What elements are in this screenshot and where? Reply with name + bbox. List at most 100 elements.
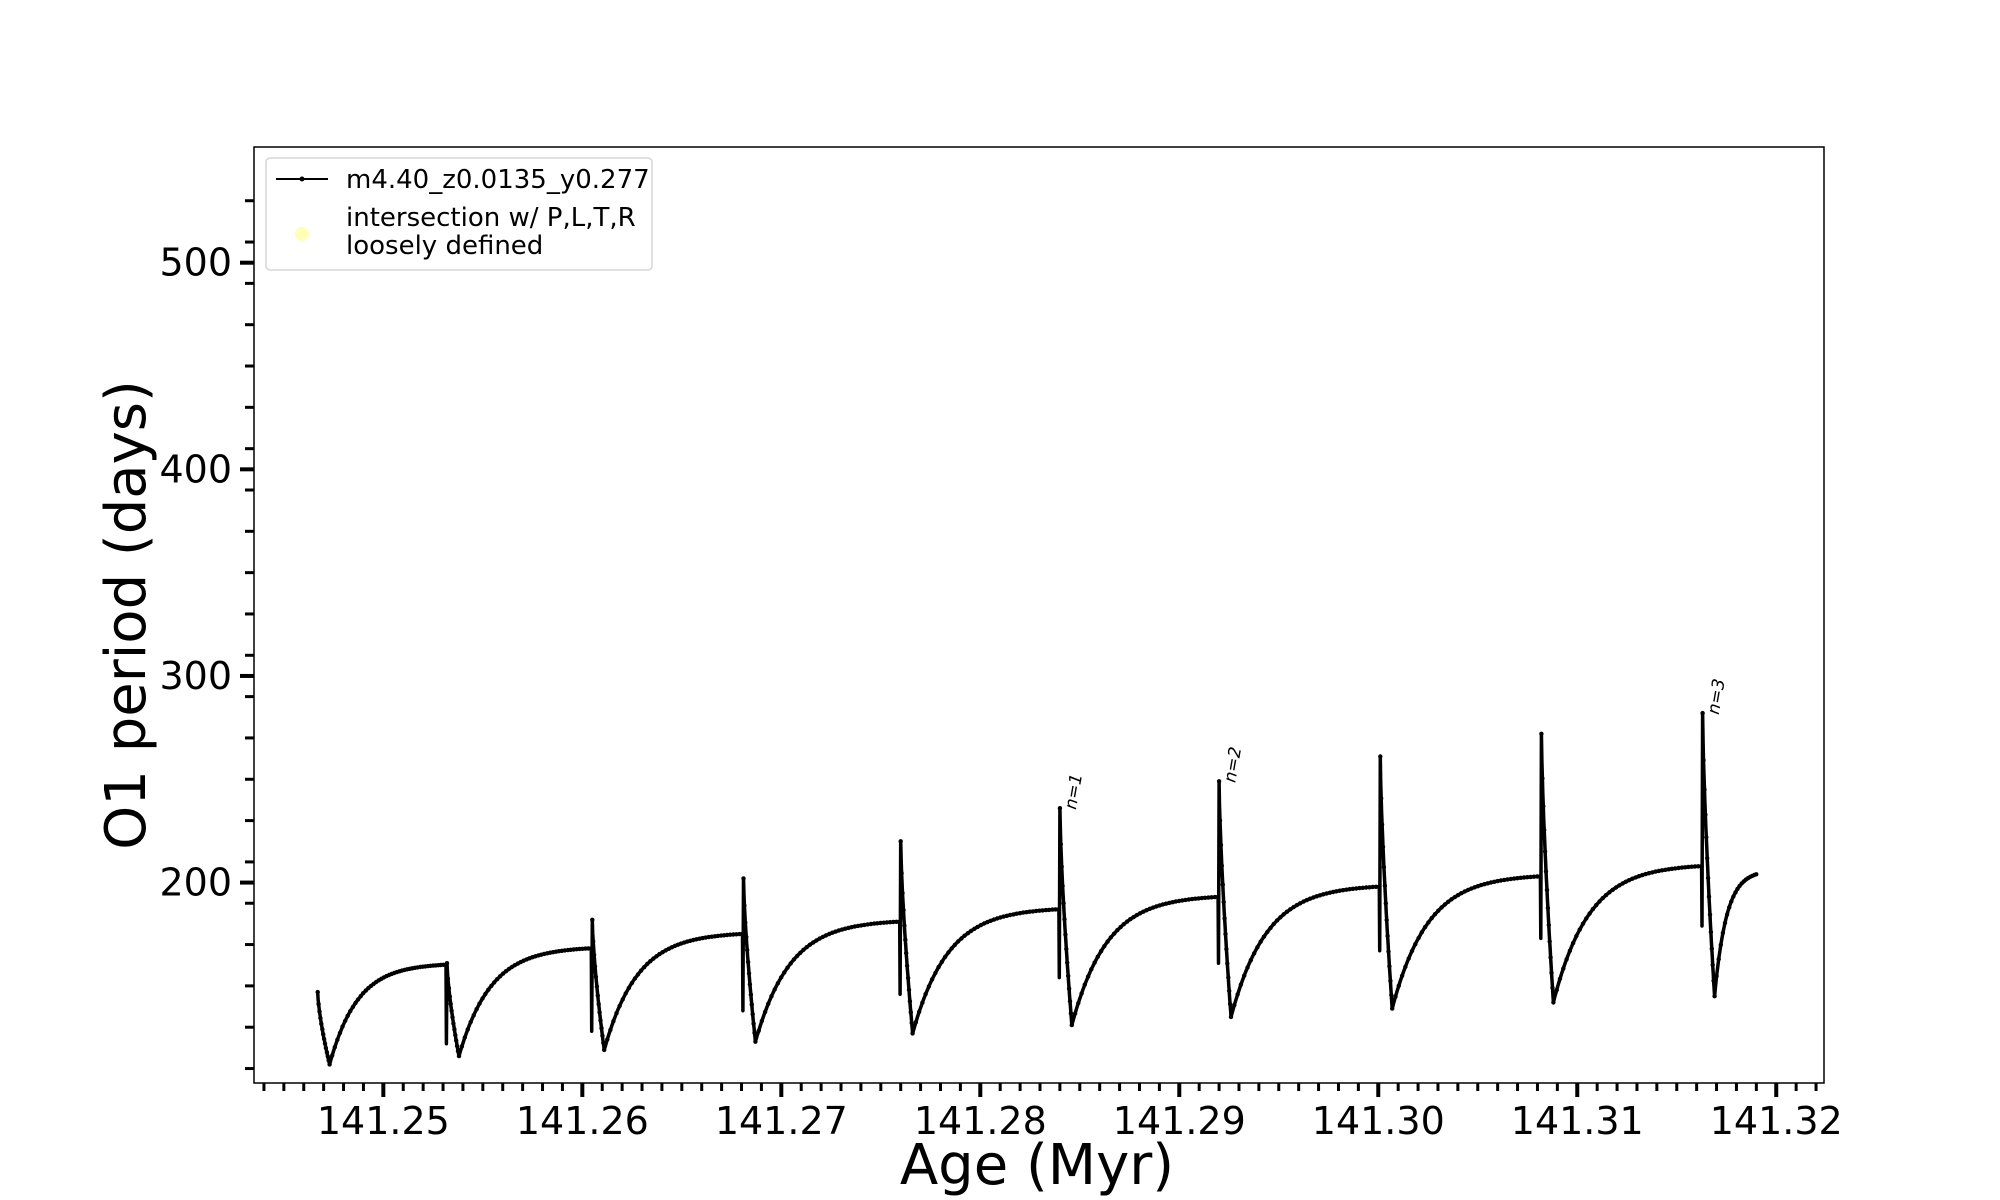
data-point bbox=[1219, 863, 1225, 868]
data-point bbox=[1069, 1022, 1075, 1028]
data-point bbox=[447, 994, 452, 999]
data-point bbox=[596, 1002, 601, 1007]
data-point bbox=[1030, 909, 1036, 914]
data-point bbox=[1689, 864, 1694, 869]
data-point bbox=[1485, 881, 1490, 886]
data-point bbox=[1564, 957, 1569, 962]
data-point bbox=[811, 940, 816, 945]
data-point bbox=[745, 959, 751, 965]
data-point bbox=[1076, 1000, 1081, 1006]
data-point bbox=[1650, 870, 1655, 875]
data-point bbox=[959, 936, 964, 941]
data-point bbox=[1390, 1006, 1395, 1011]
data-point bbox=[446, 986, 452, 991]
data-point bbox=[452, 1027, 457, 1032]
data-point bbox=[1224, 946, 1229, 952]
data-point bbox=[1676, 865, 1681, 871]
data-point bbox=[1733, 890, 1738, 895]
data-point bbox=[1683, 865, 1688, 870]
data-point bbox=[454, 1043, 460, 1049]
data-point bbox=[456, 1053, 462, 1059]
data-point bbox=[1014, 911, 1019, 916]
data-point bbox=[342, 1018, 348, 1024]
data-point bbox=[920, 1000, 925, 1005]
data-point bbox=[1268, 925, 1273, 930]
data-point bbox=[1128, 917, 1133, 922]
data-point bbox=[946, 950, 951, 955]
data-point bbox=[1251, 951, 1257, 956]
data-point bbox=[972, 926, 977, 931]
data-point bbox=[865, 922, 870, 927]
data-point bbox=[1508, 876, 1514, 882]
x-tick-label: 141.29 bbox=[1113, 1099, 1246, 1143]
data-point bbox=[904, 963, 910, 968]
data-point bbox=[962, 933, 967, 938]
data-point bbox=[1551, 1000, 1556, 1005]
data-point bbox=[1222, 916, 1227, 921]
data-point bbox=[355, 997, 361, 1002]
data-point bbox=[1531, 874, 1537, 879]
data-point bbox=[1057, 806, 1063, 811]
data-point bbox=[902, 923, 907, 928]
data-point bbox=[916, 1009, 922, 1015]
data-point bbox=[1403, 964, 1408, 969]
data-point bbox=[747, 982, 753, 987]
x-tick-label: 141.27 bbox=[715, 1099, 848, 1143]
data-point bbox=[605, 1037, 610, 1042]
data-point bbox=[1124, 919, 1130, 924]
data-point bbox=[862, 922, 867, 928]
data-point bbox=[1577, 927, 1582, 932]
data-point bbox=[1330, 889, 1336, 895]
data-point bbox=[597, 1010, 602, 1015]
data-point bbox=[1542, 827, 1547, 833]
data-point bbox=[1525, 875, 1530, 880]
data-point bbox=[445, 976, 451, 981]
data-point bbox=[1388, 978, 1393, 983]
data-point bbox=[752, 1030, 757, 1036]
data-point bbox=[1646, 871, 1652, 876]
data-point bbox=[1238, 982, 1244, 987]
data-point bbox=[1196, 896, 1201, 901]
data-point bbox=[906, 987, 912, 992]
data-point bbox=[1370, 884, 1375, 890]
data-point bbox=[1317, 893, 1323, 898]
data-point bbox=[1594, 902, 1599, 908]
data-point bbox=[1248, 958, 1254, 963]
data-point bbox=[1702, 787, 1707, 792]
data-point bbox=[1281, 912, 1286, 917]
data-point bbox=[1620, 881, 1625, 886]
data-point bbox=[1298, 901, 1303, 906]
data-point bbox=[337, 1030, 343, 1036]
data-point bbox=[1459, 891, 1464, 896]
data-point bbox=[1199, 895, 1205, 901]
peak-annotation: n=3 bbox=[1704, 677, 1730, 716]
data-point bbox=[1085, 974, 1091, 979]
data-point bbox=[1381, 864, 1387, 870]
data-point bbox=[910, 1031, 915, 1036]
data-point bbox=[1462, 889, 1467, 894]
data-point bbox=[1384, 917, 1389, 923]
data-point bbox=[1505, 877, 1510, 882]
data-point bbox=[1446, 899, 1451, 904]
data-point bbox=[1539, 731, 1544, 736]
data-point bbox=[1186, 897, 1192, 902]
data-point bbox=[1492, 879, 1497, 884]
data-point bbox=[448, 1001, 453, 1007]
data-point bbox=[318, 1015, 323, 1021]
data-point bbox=[1377, 884, 1382, 889]
data-point bbox=[814, 938, 819, 943]
data-point bbox=[1419, 930, 1425, 935]
data-point bbox=[1561, 966, 1566, 971]
data-point bbox=[1436, 908, 1441, 913]
data-point bbox=[1212, 894, 1218, 900]
data-point bbox=[335, 1037, 340, 1042]
data-point bbox=[782, 970, 787, 975]
data-point bbox=[1722, 920, 1728, 926]
data-point bbox=[968, 928, 974, 934]
data-point bbox=[489, 983, 494, 989]
legend-box bbox=[265, 157, 653, 271]
data-point bbox=[1167, 900, 1172, 906]
data-point bbox=[1053, 907, 1058, 912]
data-point bbox=[1226, 975, 1231, 980]
data-point bbox=[1206, 895, 1211, 900]
